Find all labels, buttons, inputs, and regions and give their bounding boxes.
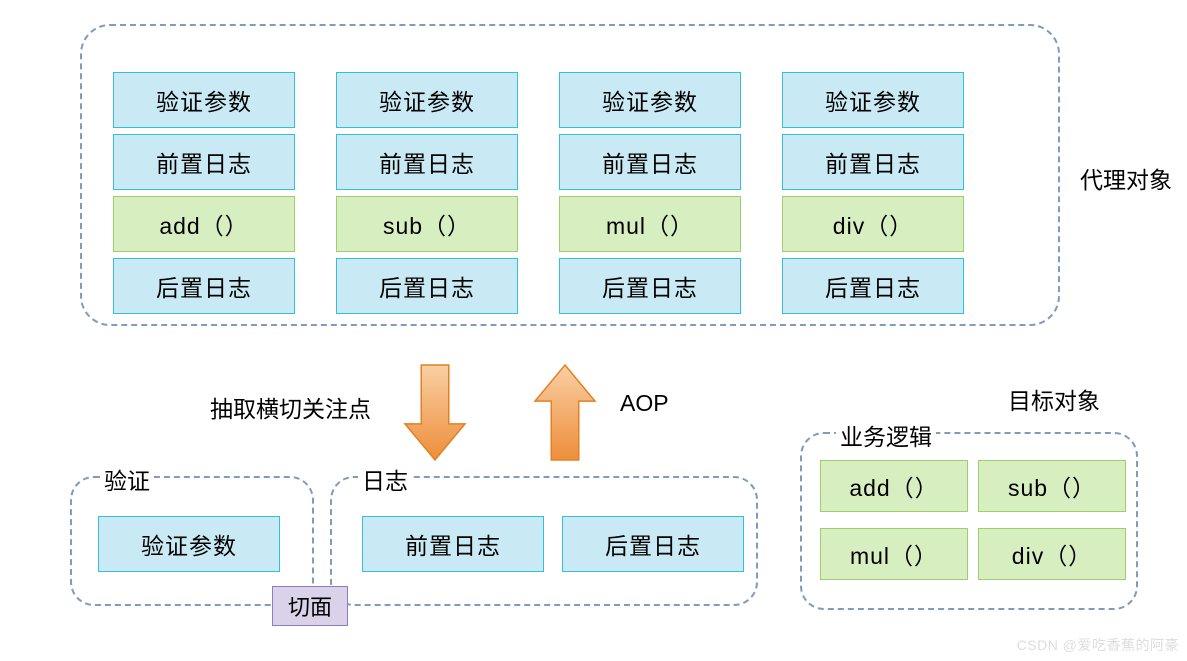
proxy-cell: 后置日志 [782,258,964,314]
log-cell: 后置日志 [562,516,744,572]
target-cell: div（） [978,528,1126,580]
target-inner-label: 业务逻辑 [836,418,936,452]
proxy-cell: 后置日志 [559,258,741,314]
watermark: CSDN @爱吃香蕉的阿豪 [1017,635,1179,655]
proxy-cell: 前置日志 [336,134,518,190]
arrow-down-icon [395,360,475,465]
verify-cell: 验证参数 [98,516,280,572]
proxy-cell: 验证参数 [336,72,518,128]
aspect-tag-text: 切面 [288,590,332,622]
extract-label: 抽取横切关注点 [210,390,371,424]
log-cell: 前置日志 [362,516,544,572]
target-container [800,432,1138,610]
proxy-cell: 验证参数 [559,72,741,128]
proxy-cell: 后置日志 [336,258,518,314]
proxy-cell: div（） [782,196,964,252]
proxy-cell: sub（） [336,196,518,252]
aop-label: AOP [620,390,669,417]
proxy-cell: mul（） [559,196,741,252]
target-cell: add（） [820,460,968,512]
proxy-cell: 后置日志 [113,258,295,314]
arrow-up-icon [525,360,605,465]
verify-label: 验证 [100,462,154,496]
log-label: 日志 [358,462,412,496]
proxy-cell: 前置日志 [113,134,295,190]
aspect-tag: 切面 [272,586,348,626]
target-cell: sub（） [978,460,1126,512]
proxy-cell: add（） [113,196,295,252]
proxy-cell: 前置日志 [782,134,964,190]
target-outer-label: 目标对象 [1008,382,1100,416]
proxy-cell: 验证参数 [113,72,295,128]
proxy-cell: 验证参数 [782,72,964,128]
target-cell: mul（） [820,528,968,580]
proxy-label: 代理对象 [1080,161,1172,195]
proxy-cell: 前置日志 [559,134,741,190]
